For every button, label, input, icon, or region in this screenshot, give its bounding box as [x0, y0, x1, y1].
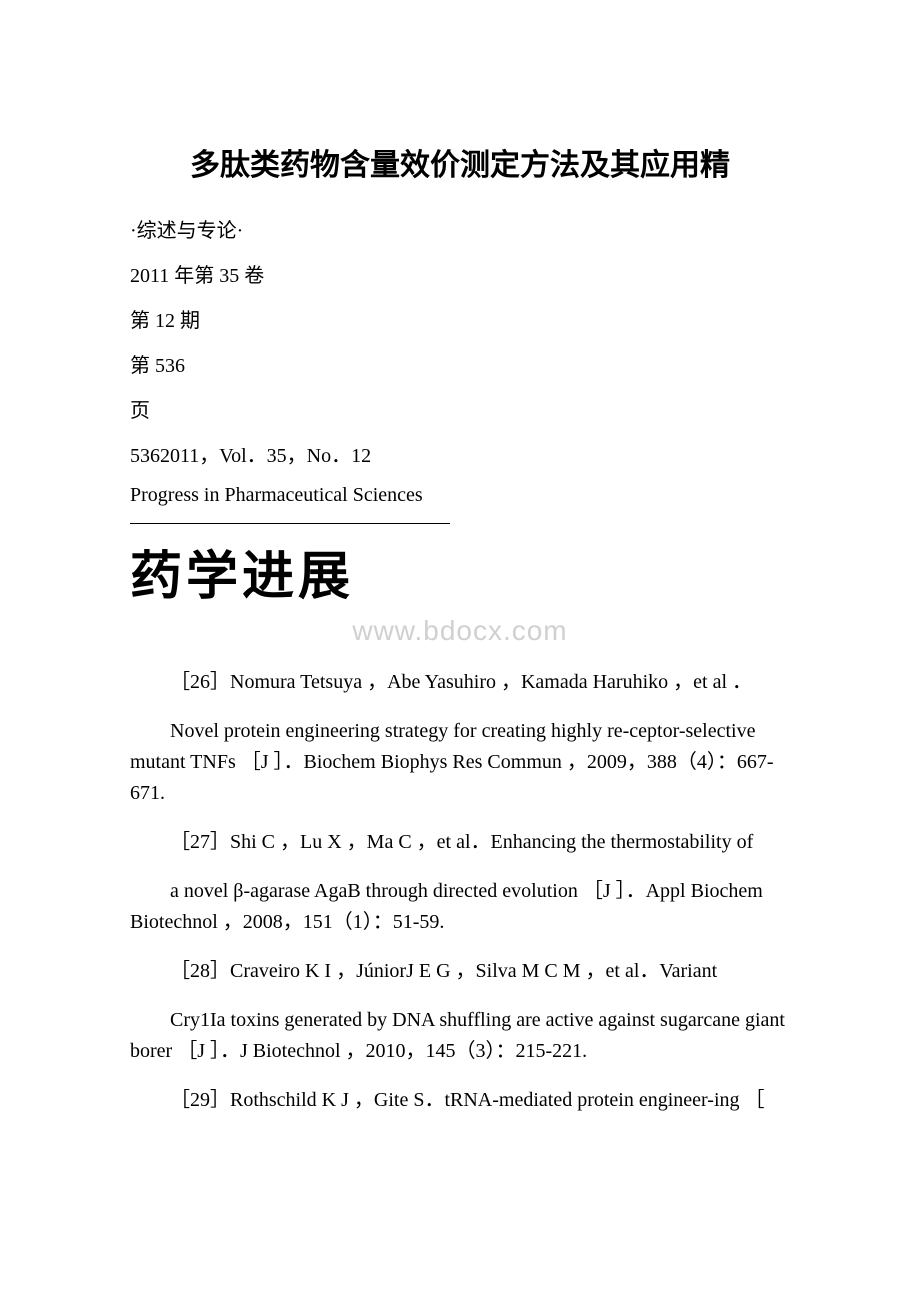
section-label: ·综述与专论·: [130, 214, 790, 243]
journal-logo-text: 药学进展: [130, 534, 450, 609]
reference-27-body: a novel β-agarase AgaB through directed …: [130, 876, 790, 938]
page-label-1: 第 536: [130, 349, 790, 378]
issue-line: 第 12 期: [130, 304, 790, 333]
year-volume-line: 2011 年第 35 卷: [130, 259, 790, 288]
reference-26-line1: ［26］Nomura Tetsuya ，Abe Yasuhiro ，Kamada…: [130, 667, 790, 698]
page-title: 多肽类药物含量效价测定方法及其应用精: [130, 140, 790, 184]
reference-27-line1: ［27］Shi C ，Lu X ，Ma C ，et al．Enhancing t…: [130, 827, 790, 858]
journal-logo-container: 药学进展: [130, 523, 450, 609]
page-label-2: 页: [130, 394, 790, 423]
reference-26-body: Novel protein engineering strategy for c…: [130, 716, 790, 809]
reference-28-body: Cry1Ia toxins generated by DNA shuffling…: [130, 1005, 790, 1067]
reference-28-line1: ［28］Craveiro K I ，JúniorJ E G ，Silva M C…: [130, 956, 790, 987]
journal-english-name: Progress in Pharmaceutical Sciences: [130, 484, 790, 507]
watermark: www.bdocx.com: [130, 615, 790, 647]
reference-29-line1: ［29］Rothschild K J ，Gite S．tRNA-mediated…: [130, 1085, 790, 1116]
vol-no-line: 5362011，Vol．35，No．12: [130, 439, 790, 468]
